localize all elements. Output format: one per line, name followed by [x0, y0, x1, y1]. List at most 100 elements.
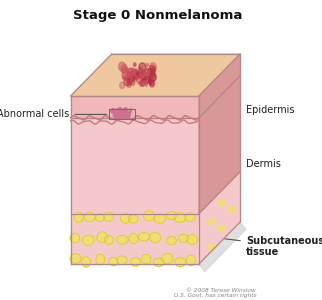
Ellipse shape — [161, 254, 173, 264]
Circle shape — [126, 108, 127, 110]
Ellipse shape — [97, 232, 108, 242]
Ellipse shape — [84, 212, 95, 222]
Ellipse shape — [117, 235, 128, 244]
Ellipse shape — [74, 212, 83, 222]
Circle shape — [125, 109, 127, 111]
Circle shape — [120, 112, 125, 118]
Ellipse shape — [105, 236, 113, 244]
Circle shape — [113, 113, 115, 115]
Circle shape — [131, 80, 135, 86]
Circle shape — [150, 70, 153, 75]
Circle shape — [132, 70, 139, 79]
Ellipse shape — [120, 213, 130, 223]
Circle shape — [122, 71, 129, 80]
Ellipse shape — [109, 257, 118, 266]
Ellipse shape — [117, 256, 127, 265]
Circle shape — [151, 66, 152, 68]
Circle shape — [125, 68, 128, 72]
Circle shape — [136, 72, 140, 78]
Circle shape — [123, 111, 127, 116]
Circle shape — [111, 109, 114, 112]
Polygon shape — [71, 214, 199, 264]
Circle shape — [135, 69, 137, 72]
Circle shape — [116, 115, 120, 120]
Ellipse shape — [175, 257, 186, 267]
Ellipse shape — [186, 255, 195, 266]
Circle shape — [123, 76, 126, 80]
Circle shape — [144, 77, 149, 83]
Ellipse shape — [96, 254, 105, 265]
Ellipse shape — [166, 236, 176, 245]
Ellipse shape — [186, 235, 197, 244]
Circle shape — [136, 76, 138, 79]
Polygon shape — [71, 54, 240, 96]
Ellipse shape — [150, 232, 161, 242]
Polygon shape — [199, 76, 240, 214]
Circle shape — [140, 71, 147, 80]
Ellipse shape — [129, 233, 138, 244]
Circle shape — [118, 111, 121, 116]
Circle shape — [129, 112, 131, 114]
Circle shape — [137, 71, 141, 77]
Circle shape — [127, 72, 132, 78]
Circle shape — [133, 77, 135, 80]
Circle shape — [131, 73, 137, 81]
Circle shape — [145, 84, 147, 86]
Ellipse shape — [218, 200, 225, 206]
Circle shape — [141, 72, 142, 74]
Ellipse shape — [228, 206, 235, 212]
Circle shape — [143, 76, 146, 81]
Circle shape — [145, 68, 150, 75]
Circle shape — [141, 70, 146, 76]
Ellipse shape — [138, 232, 149, 241]
Circle shape — [127, 114, 130, 118]
Circle shape — [124, 108, 128, 113]
Circle shape — [129, 109, 132, 112]
Ellipse shape — [131, 257, 140, 266]
Polygon shape — [71, 96, 199, 118]
Ellipse shape — [185, 213, 195, 221]
Circle shape — [121, 110, 124, 114]
Circle shape — [120, 82, 125, 88]
Ellipse shape — [153, 258, 164, 266]
Circle shape — [129, 112, 130, 114]
Circle shape — [146, 63, 148, 66]
Circle shape — [126, 113, 130, 118]
Ellipse shape — [104, 212, 113, 221]
Circle shape — [120, 109, 124, 114]
Circle shape — [139, 63, 146, 72]
Ellipse shape — [167, 212, 176, 220]
Polygon shape — [199, 222, 246, 272]
Text: Epidermis: Epidermis — [204, 105, 294, 115]
Circle shape — [121, 64, 128, 73]
Circle shape — [128, 79, 132, 85]
Circle shape — [134, 63, 136, 66]
Circle shape — [117, 115, 119, 118]
Polygon shape — [71, 118, 199, 214]
Circle shape — [124, 78, 130, 86]
Text: Dermis: Dermis — [204, 159, 281, 169]
Ellipse shape — [208, 219, 215, 225]
Circle shape — [118, 62, 125, 71]
Circle shape — [127, 81, 131, 87]
Ellipse shape — [81, 256, 90, 267]
Circle shape — [113, 115, 115, 116]
Circle shape — [123, 109, 127, 113]
Circle shape — [132, 70, 137, 76]
Circle shape — [140, 81, 144, 86]
Circle shape — [114, 114, 117, 118]
Circle shape — [117, 115, 119, 117]
Circle shape — [125, 113, 127, 116]
Circle shape — [139, 70, 146, 78]
Circle shape — [149, 80, 154, 86]
Circle shape — [113, 109, 115, 112]
Circle shape — [139, 74, 143, 79]
Circle shape — [122, 67, 127, 73]
Circle shape — [121, 112, 125, 117]
Circle shape — [144, 81, 147, 85]
Polygon shape — [199, 172, 240, 264]
Ellipse shape — [128, 215, 138, 223]
Ellipse shape — [174, 212, 185, 223]
Circle shape — [146, 68, 148, 70]
Circle shape — [125, 73, 131, 81]
